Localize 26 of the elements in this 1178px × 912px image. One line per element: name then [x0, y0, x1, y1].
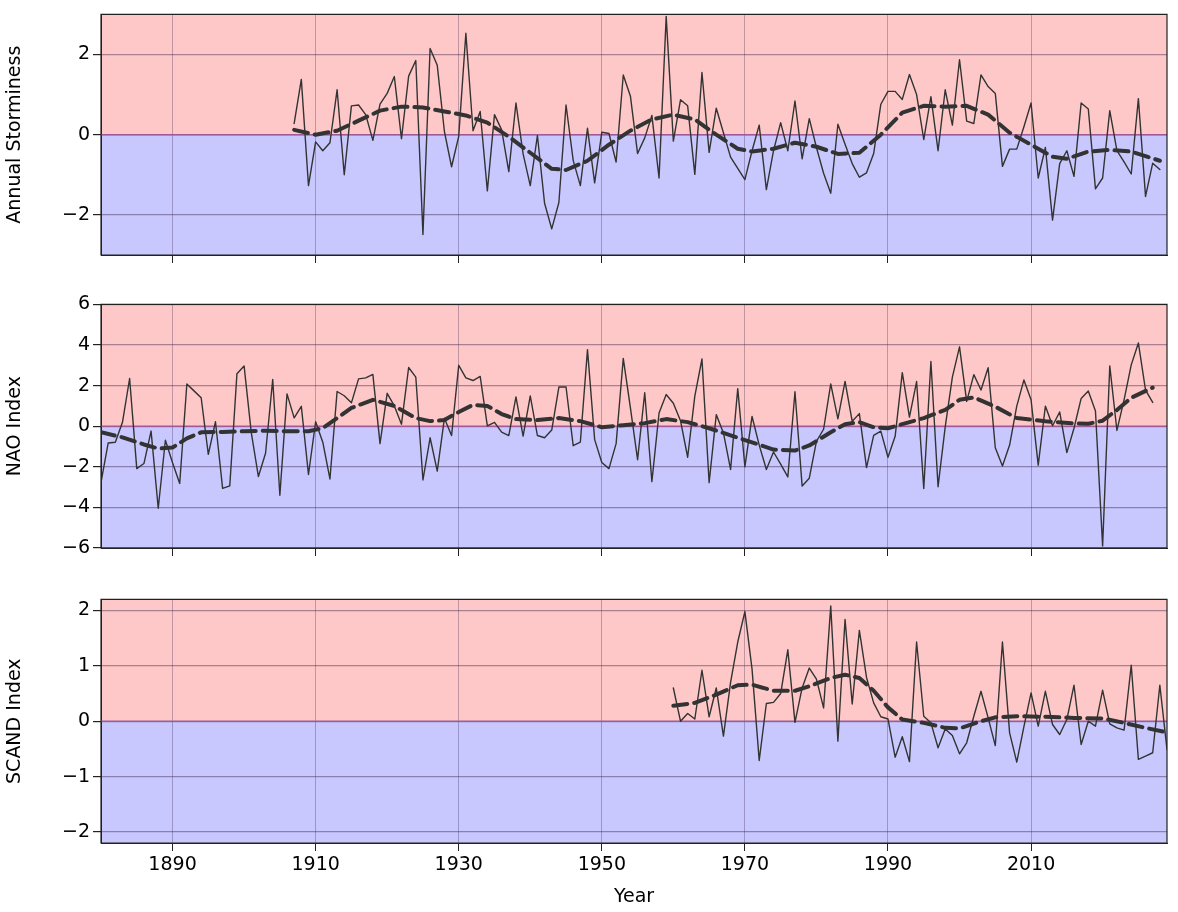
x-tick-label: 1910 [291, 852, 340, 875]
y-axis-title: Annual Storminess [2, 45, 25, 224]
y-tick-label: 6 [77, 291, 90, 314]
x-tick-label: 1930 [434, 852, 483, 875]
y-tick-label: −2 [61, 818, 90, 841]
x-tick-label: 2010 [1006, 852, 1056, 875]
x-tick-label: 1990 [863, 852, 913, 875]
y-tick-label: 4 [77, 331, 90, 354]
y-tick-label: 0 [77, 413, 90, 436]
y-tick-label: −2 [61, 453, 90, 476]
y-tick-label: 0 [77, 121, 90, 144]
y-axis-title: SCAND Index [2, 658, 25, 784]
y-tick-label: 1 [77, 652, 90, 675]
x-axis-title: Year [612, 883, 655, 906]
y-tick-label: 2 [77, 597, 90, 620]
x-tick-label: 1890 [148, 852, 197, 875]
x-tick-label: 1950 [577, 852, 626, 875]
y-tick-label: −4 [61, 494, 90, 517]
y-tick-label: 2 [77, 41, 90, 64]
y-tick-label: 0 [77, 708, 90, 731]
y-tick-label: −1 [61, 763, 90, 786]
y-axis-title: NAO Index [2, 376, 25, 477]
y-tick-label: −6 [61, 534, 90, 557]
x-tick-label: 1970 [720, 852, 770, 875]
y-tick-label: 2 [77, 372, 90, 395]
y-tick-label: −2 [61, 201, 90, 224]
